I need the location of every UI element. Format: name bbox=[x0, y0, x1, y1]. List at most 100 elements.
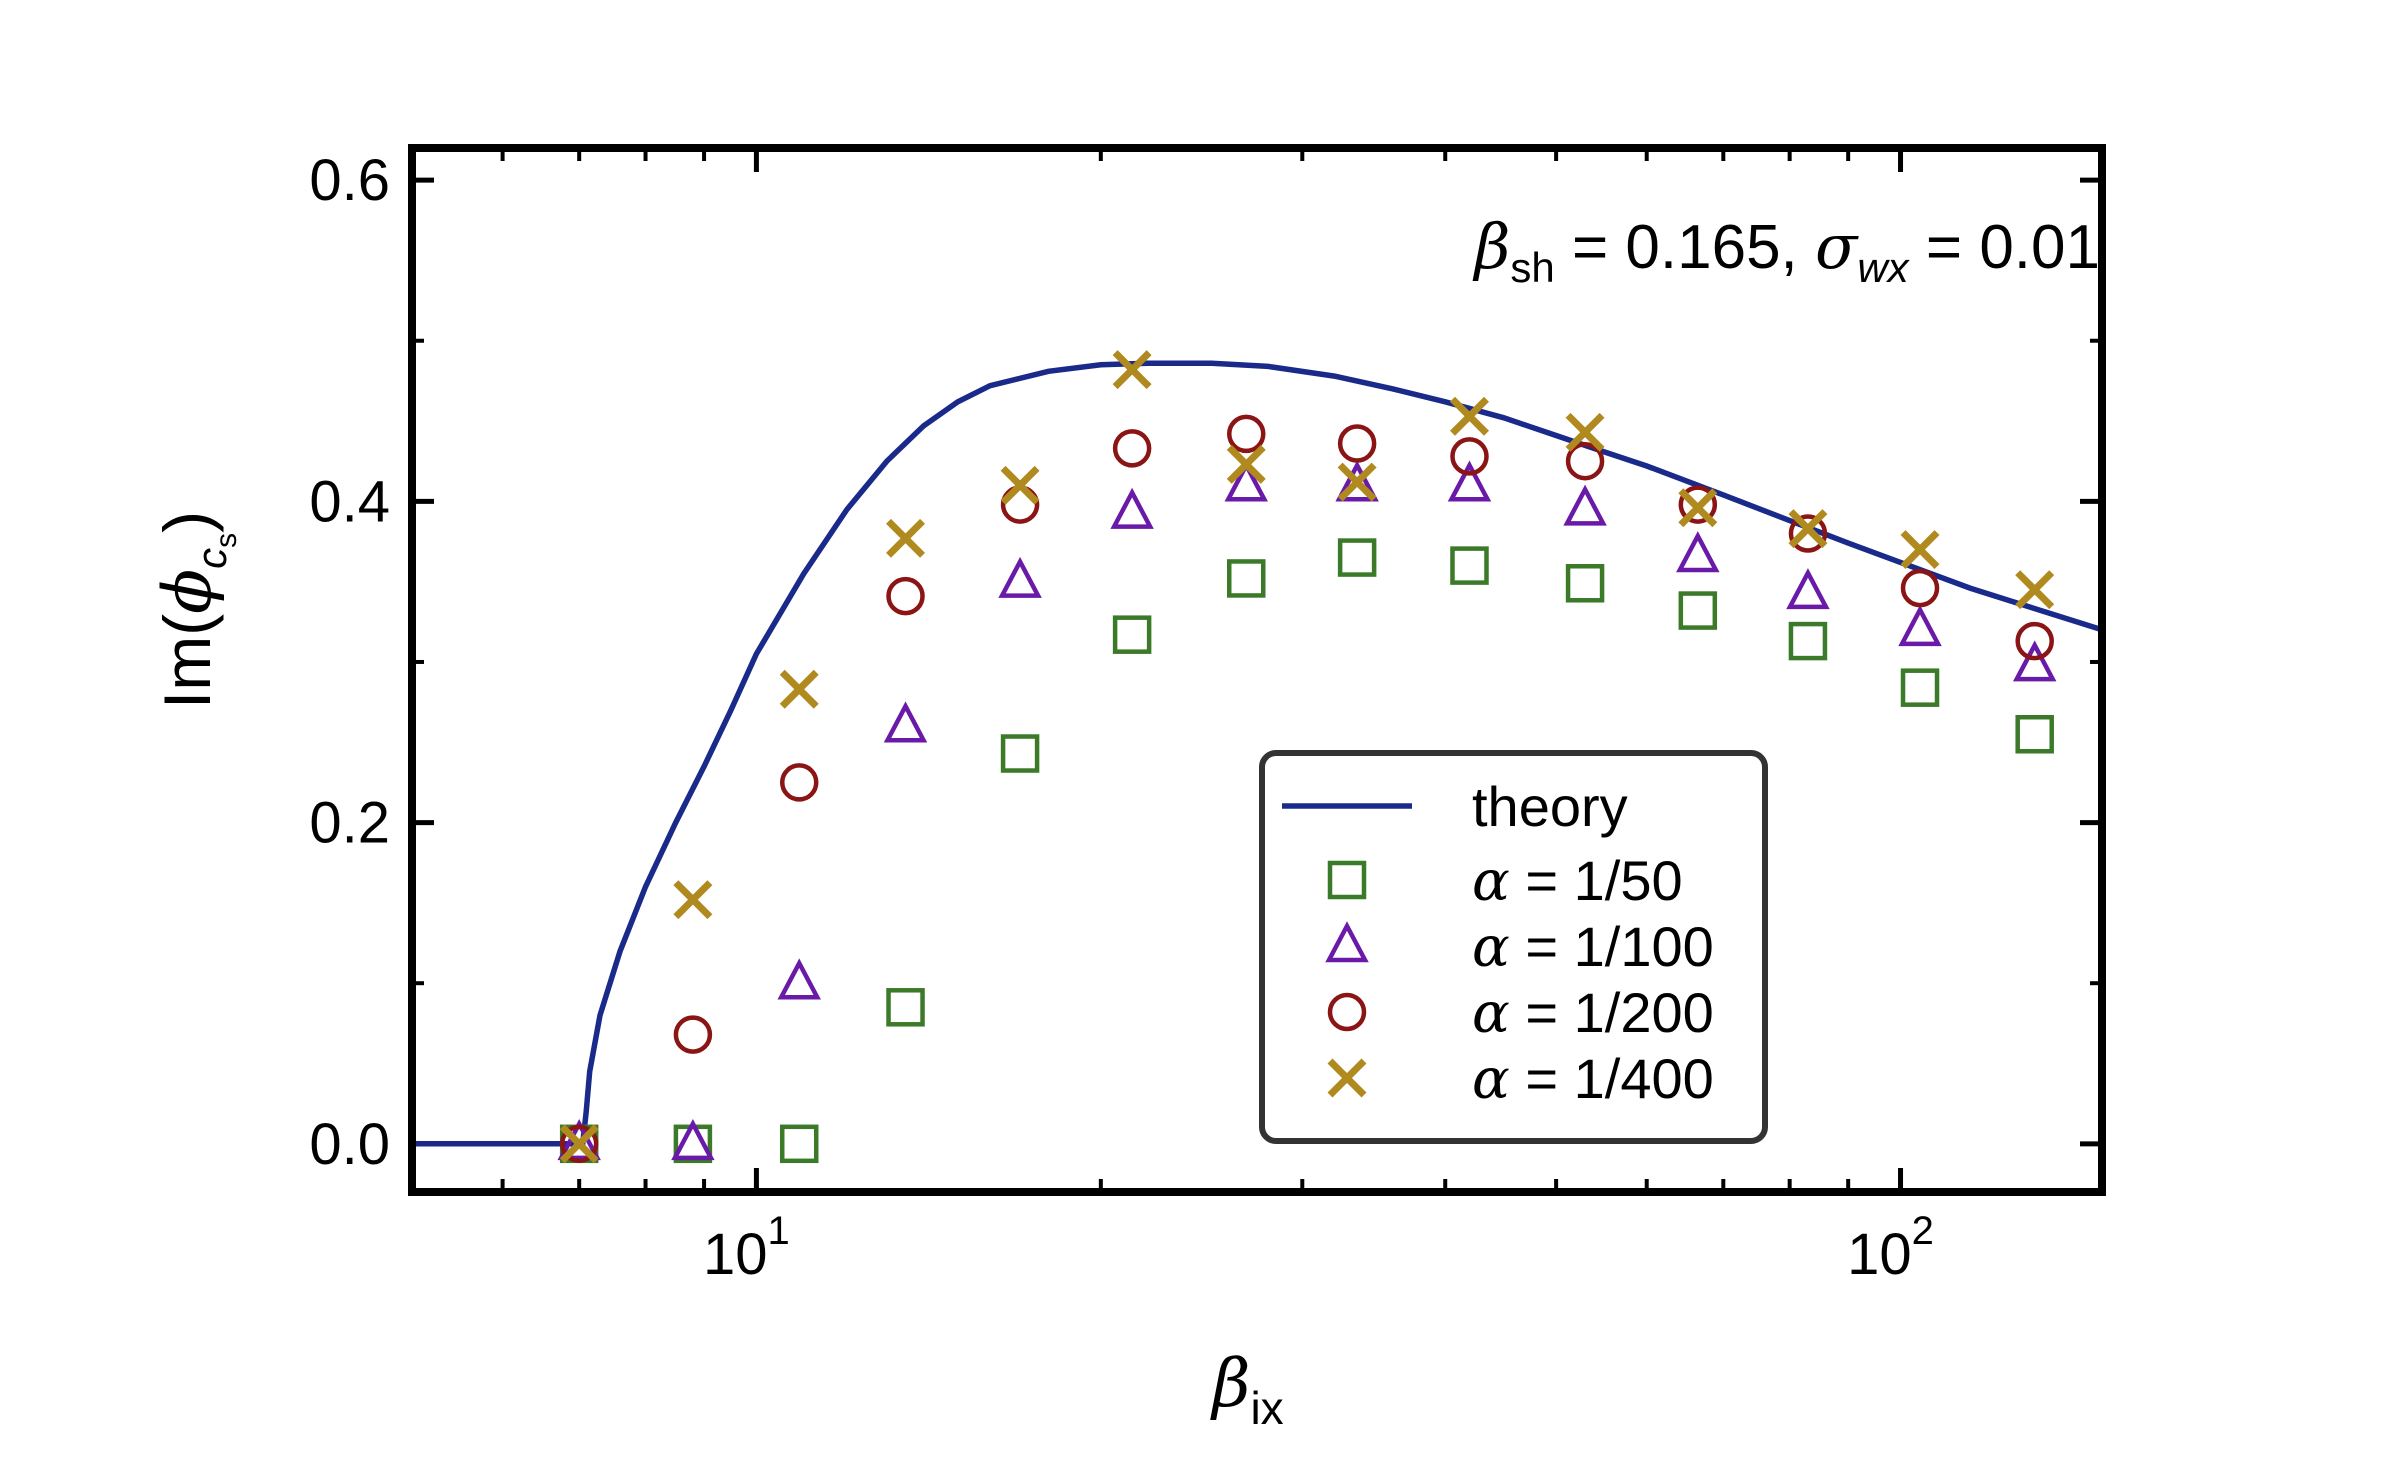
y-tick-label: 0.4 bbox=[309, 469, 390, 534]
series-circle bbox=[559, 414, 2054, 1164]
legend-x-label: α = 1/400 bbox=[1472, 1047, 1714, 1112]
square-marker bbox=[2015, 714, 2054, 754]
circle-marker bbox=[1678, 485, 1718, 524]
square-marker bbox=[1337, 538, 1377, 577]
legend-box bbox=[1259, 750, 1768, 1144]
triangle-marker bbox=[1563, 484, 1607, 526]
beta-subscript: sh bbox=[1510, 244, 1554, 291]
x-marker bbox=[886, 518, 926, 558]
x-stroke bbox=[886, 518, 926, 558]
triangle-marker bbox=[1786, 568, 1830, 610]
x-tick-label: 101 bbox=[703, 1209, 790, 1287]
plot-area bbox=[412, 360, 2102, 1147]
x-marker bbox=[779, 669, 819, 709]
legend-circle-label: α = 1/200 bbox=[1472, 981, 1714, 1046]
x-marker bbox=[1450, 396, 1489, 436]
y-axis-title: Im(ϕcs) bbox=[149, 511, 243, 709]
x-stroke bbox=[1327, 1058, 1367, 1098]
triangle-marker bbox=[671, 1119, 715, 1161]
parameter-annotation: βsh = 0.165, σwx = 0.01 bbox=[1473, 210, 2100, 291]
circle-marker bbox=[1112, 429, 1152, 468]
circle-marker bbox=[1900, 568, 1940, 608]
y-axis-symbol: ϕ bbox=[149, 569, 226, 614]
y-axis-prefix: Im( bbox=[150, 614, 224, 709]
x-marker bbox=[1000, 465, 1040, 505]
x-stroke bbox=[1450, 396, 1489, 436]
circle-marker bbox=[673, 1015, 713, 1054]
x-axis-subscript: ix bbox=[1250, 1382, 1283, 1434]
legend-circle-swatch bbox=[1327, 992, 1367, 1032]
y-tick-label: 0.2 bbox=[309, 791, 390, 856]
x-stroke bbox=[1565, 412, 1605, 452]
square-marker bbox=[779, 1124, 819, 1164]
x-marker bbox=[1678, 488, 1718, 528]
x-marker bbox=[559, 1124, 599, 1164]
x-stroke bbox=[779, 669, 819, 709]
circle-marker bbox=[1227, 414, 1266, 454]
x-stroke bbox=[559, 1124, 599, 1164]
triangle-marker bbox=[557, 1119, 601, 1161]
triangle-marker bbox=[1898, 605, 1942, 647]
beta-value: = 0.165, bbox=[1555, 213, 1815, 282]
x-marker bbox=[673, 880, 713, 920]
x-marker bbox=[1226, 444, 1266, 484]
plot-frame bbox=[408, 144, 2106, 1196]
circle-marker bbox=[779, 763, 819, 802]
y-axis-subsubscript: s bbox=[210, 533, 243, 548]
x-marker bbox=[1900, 530, 1940, 570]
x-stroke bbox=[673, 880, 713, 920]
legend-triangle-label: α = 1/100 bbox=[1472, 915, 1714, 980]
sigma-symbol: σ bbox=[1815, 210, 1859, 283]
y-tick-label: 0.6 bbox=[309, 148, 390, 213]
minor-ticks bbox=[410, 148, 2102, 1192]
triangle-marker bbox=[998, 556, 1042, 598]
legend-theory-label: theory bbox=[1472, 775, 1628, 838]
x-tick-label: 102 bbox=[1847, 1209, 1934, 1287]
x-stroke bbox=[1337, 462, 1377, 502]
sigma-subscript: wx bbox=[1857, 244, 1910, 291]
triangle-marker bbox=[777, 958, 821, 1000]
x-stroke bbox=[1788, 509, 1828, 549]
triangle-marker bbox=[1447, 460, 1492, 502]
square-marker bbox=[1000, 734, 1040, 773]
theory-line bbox=[412, 360, 2102, 1147]
triangle-marker bbox=[1676, 531, 1720, 573]
x-axis-symbol: β bbox=[1209, 1345, 1250, 1422]
series-triangle bbox=[557, 460, 2057, 1161]
x-stroke bbox=[1678, 488, 1718, 528]
x-stroke bbox=[1226, 444, 1266, 484]
square-marker bbox=[1450, 546, 1489, 585]
square-marker bbox=[1678, 591, 1718, 630]
triangle-marker bbox=[1110, 487, 1154, 529]
x-stroke bbox=[1000, 465, 1040, 505]
x-marker bbox=[1788, 509, 1828, 549]
x-marker bbox=[2015, 570, 2055, 610]
circle-marker bbox=[886, 576, 925, 616]
major-ticks bbox=[412, 148, 2102, 1192]
y-axis-subscript: c bbox=[188, 548, 235, 569]
y-tick-label: 0.0 bbox=[309, 1112, 390, 1177]
legend-square-label: α = 1/50 bbox=[1472, 849, 1683, 914]
series-x bbox=[559, 350, 2055, 1164]
circle-marker bbox=[1788, 514, 1828, 553]
beta-symbol: β bbox=[1473, 210, 1511, 283]
circle-marker bbox=[2015, 621, 2054, 661]
triangle-marker bbox=[2012, 640, 2057, 682]
legend-triangle-swatch bbox=[1325, 921, 1369, 963]
square-marker bbox=[1112, 615, 1152, 654]
x-stroke bbox=[1900, 530, 1940, 570]
square-marker bbox=[1565, 564, 1605, 603]
circle-marker bbox=[559, 1124, 599, 1164]
x-stroke bbox=[1112, 350, 1152, 390]
triangle-marker bbox=[1224, 460, 1268, 502]
square-marker bbox=[1788, 621, 1828, 661]
x-marker bbox=[1337, 462, 1377, 502]
x-stroke bbox=[2015, 570, 2055, 610]
circle-marker bbox=[1337, 424, 1377, 463]
square-marker bbox=[1900, 668, 1940, 707]
data-markers bbox=[557, 350, 2057, 1164]
square-marker bbox=[886, 988, 925, 1027]
circle-marker bbox=[1565, 441, 1605, 481]
